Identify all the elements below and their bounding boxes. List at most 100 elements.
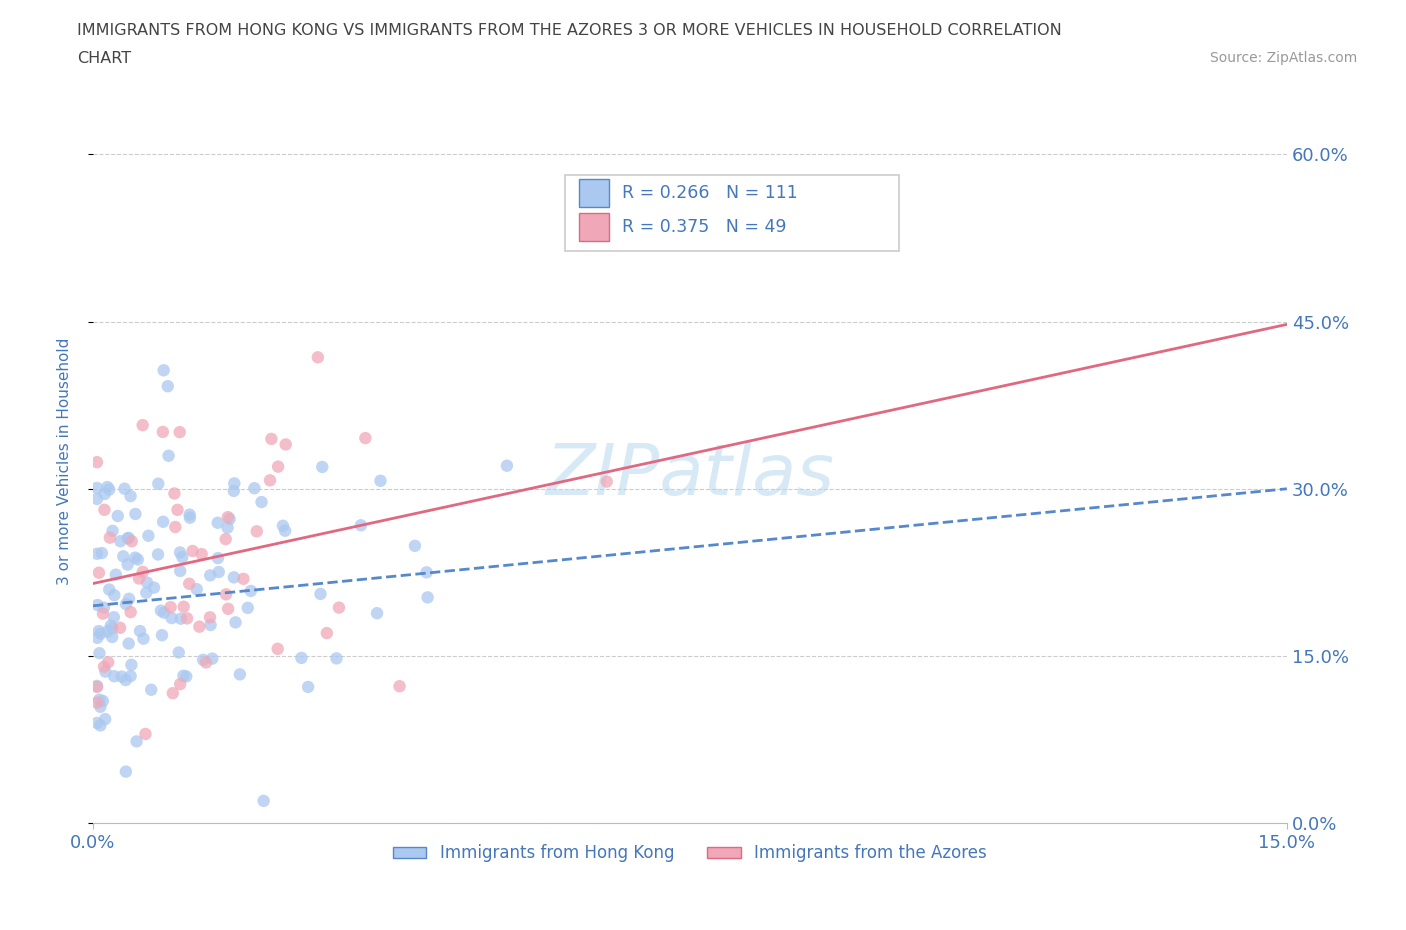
- Point: [128, 571, 150, 586]
- Point: [169, 425, 191, 440]
- Point: [169, 545, 191, 560]
- Point: [101, 620, 124, 635]
- Point: [311, 459, 333, 474]
- Point: [86, 481, 108, 496]
- Bar: [579, 179, 609, 206]
- Point: [143, 580, 166, 595]
- Point: [215, 532, 238, 547]
- Point: [198, 610, 221, 625]
- Point: [87, 565, 110, 580]
- Point: [135, 585, 157, 600]
- Point: [124, 507, 146, 522]
- Point: [224, 476, 246, 491]
- Point: [217, 520, 239, 535]
- Point: [149, 604, 172, 618]
- Point: [215, 587, 238, 602]
- Point: [150, 628, 173, 643]
- Point: [103, 588, 125, 603]
- Point: [188, 619, 211, 634]
- Point: [125, 734, 148, 749]
- Point: [172, 669, 194, 684]
- Point: [169, 677, 191, 692]
- Point: [388, 679, 411, 694]
- Point: [208, 565, 231, 579]
- Point: [596, 474, 619, 489]
- Point: [415, 565, 437, 579]
- Point: [110, 534, 132, 549]
- Point: [89, 692, 111, 707]
- Point: [86, 631, 108, 645]
- Point: [152, 363, 174, 378]
- Point: [165, 520, 187, 535]
- Point: [117, 530, 139, 545]
- Text: Source: ZipAtlas.com: Source: ZipAtlas.com: [1209, 51, 1357, 65]
- Point: [146, 547, 169, 562]
- Point: [260, 432, 283, 446]
- Point: [167, 645, 190, 660]
- Point: [91, 606, 114, 621]
- Y-axis label: 3 or more Vehicles in Household: 3 or more Vehicles in Household: [58, 338, 72, 585]
- Point: [309, 587, 332, 602]
- Point: [114, 481, 136, 496]
- Point: [89, 645, 111, 660]
- Point: [157, 448, 180, 463]
- Point: [86, 679, 108, 694]
- Point: [246, 524, 269, 538]
- Point: [163, 486, 186, 501]
- Point: [201, 651, 224, 666]
- Point: [118, 591, 141, 606]
- Point: [173, 599, 195, 614]
- Point: [225, 615, 247, 630]
- Point: [101, 630, 124, 644]
- Point: [169, 564, 191, 578]
- Point: [259, 472, 281, 487]
- Point: [115, 764, 138, 779]
- Point: [159, 600, 181, 615]
- Point: [136, 575, 159, 590]
- Text: R = 0.266   N = 111: R = 0.266 N = 111: [621, 184, 797, 202]
- Point: [120, 669, 142, 684]
- Point: [94, 664, 117, 679]
- Point: [307, 350, 329, 365]
- Point: [416, 590, 439, 604]
- Point: [89, 699, 111, 714]
- Point: [354, 431, 377, 445]
- Point: [86, 695, 108, 710]
- Point: [315, 626, 337, 641]
- Point: [496, 458, 519, 473]
- Point: [229, 667, 252, 682]
- Point: [166, 502, 188, 517]
- Point: [325, 651, 347, 666]
- Point: [207, 515, 229, 530]
- Point: [115, 597, 138, 612]
- Point: [160, 611, 183, 626]
- Point: [120, 604, 142, 619]
- Point: [86, 680, 108, 695]
- Point: [271, 518, 294, 533]
- Point: [274, 437, 297, 452]
- Point: [86, 715, 108, 730]
- Point: [179, 577, 201, 591]
- Text: CHART: CHART: [77, 51, 131, 66]
- Point: [222, 570, 245, 585]
- Point: [290, 650, 312, 665]
- Point: [90, 626, 112, 641]
- Point: [153, 605, 176, 620]
- Point: [179, 511, 201, 525]
- Point: [222, 484, 245, 498]
- Point: [156, 379, 179, 393]
- Point: [152, 514, 174, 529]
- Point: [328, 600, 350, 615]
- Point: [97, 655, 120, 670]
- Point: [86, 598, 108, 613]
- Point: [93, 502, 115, 517]
- Bar: [579, 213, 609, 241]
- Point: [138, 528, 160, 543]
- Point: [132, 565, 155, 579]
- Legend: Immigrants from Hong Kong, Immigrants from the Azores: Immigrants from Hong Kong, Immigrants fr…: [387, 838, 994, 870]
- Point: [91, 694, 114, 709]
- Point: [100, 618, 122, 633]
- Point: [170, 611, 193, 626]
- Point: [103, 610, 125, 625]
- Point: [181, 543, 204, 558]
